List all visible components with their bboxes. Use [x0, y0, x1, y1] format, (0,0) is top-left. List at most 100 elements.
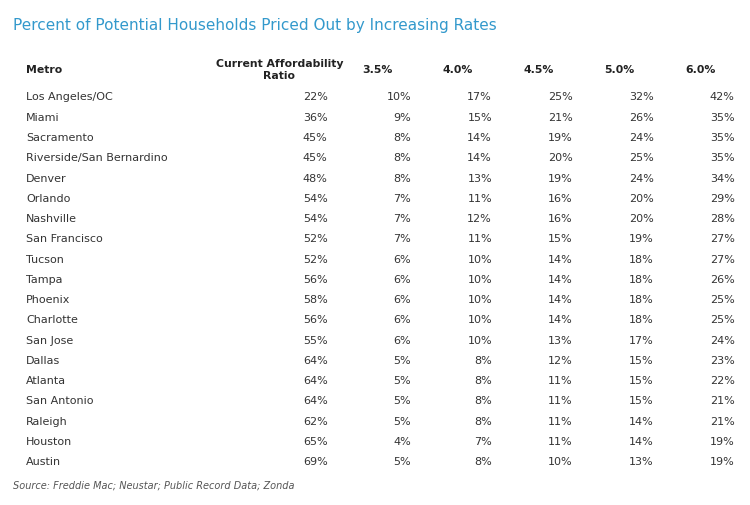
Text: 5%: 5%	[394, 376, 411, 386]
Text: 20%: 20%	[548, 153, 573, 163]
Text: 13%: 13%	[467, 174, 492, 183]
Text: 20%: 20%	[629, 214, 654, 224]
Text: 14%: 14%	[548, 295, 573, 305]
Text: San Antonio: San Antonio	[26, 396, 94, 407]
Text: Atlanta: Atlanta	[26, 376, 66, 386]
Text: Los Angeles/OC: Los Angeles/OC	[26, 92, 112, 103]
Text: 11%: 11%	[548, 417, 573, 427]
Text: 15%: 15%	[467, 113, 492, 123]
Text: 8%: 8%	[474, 417, 492, 427]
Text: Percent of Potential Households Priced Out by Increasing Rates: Percent of Potential Households Priced O…	[13, 18, 497, 33]
Text: 5%: 5%	[394, 396, 411, 407]
Text: 8%: 8%	[394, 153, 411, 163]
Text: 18%: 18%	[629, 295, 654, 305]
Text: 15%: 15%	[548, 234, 573, 244]
Text: 14%: 14%	[548, 275, 573, 285]
Text: 25%: 25%	[710, 315, 734, 325]
Text: 16%: 16%	[548, 214, 573, 224]
Text: 34%: 34%	[710, 174, 734, 183]
Text: Orlando: Orlando	[26, 194, 70, 204]
Text: 26%: 26%	[629, 113, 654, 123]
Text: 19%: 19%	[710, 437, 734, 447]
Text: 14%: 14%	[629, 417, 654, 427]
Text: 58%: 58%	[303, 295, 328, 305]
Text: 5%: 5%	[394, 417, 411, 427]
Text: 8%: 8%	[474, 356, 492, 366]
Text: 21%: 21%	[710, 417, 734, 427]
Text: 64%: 64%	[303, 376, 328, 386]
Text: 6%: 6%	[394, 255, 411, 265]
Text: 6.0%: 6.0%	[686, 65, 716, 75]
Text: 19%: 19%	[710, 457, 734, 467]
Text: Nashville: Nashville	[26, 214, 77, 224]
Text: 17%: 17%	[467, 92, 492, 103]
Text: 8%: 8%	[474, 376, 492, 386]
Text: 7%: 7%	[474, 437, 492, 447]
Text: Source: Freddie Mac; Neustar; Public Record Data; Zonda: Source: Freddie Mac; Neustar; Public Rec…	[13, 481, 295, 491]
Text: 8%: 8%	[394, 174, 411, 183]
Text: 7%: 7%	[394, 234, 411, 244]
Text: 18%: 18%	[629, 275, 654, 285]
Text: 11%: 11%	[548, 396, 573, 407]
Text: 69%: 69%	[303, 457, 328, 467]
Text: 11%: 11%	[467, 194, 492, 204]
Text: 14%: 14%	[467, 133, 492, 143]
Text: 15%: 15%	[629, 376, 654, 386]
Text: 11%: 11%	[548, 376, 573, 386]
Text: 12%: 12%	[467, 214, 492, 224]
Text: 10%: 10%	[467, 255, 492, 265]
Text: 32%: 32%	[629, 92, 654, 103]
Text: Charlotte: Charlotte	[26, 315, 78, 325]
Text: Miami: Miami	[26, 113, 60, 123]
Text: 28%: 28%	[710, 214, 734, 224]
Text: 14%: 14%	[629, 437, 654, 447]
Text: 8%: 8%	[394, 133, 411, 143]
Text: 22%: 22%	[710, 376, 734, 386]
Text: 25%: 25%	[548, 92, 573, 103]
Text: 24%: 24%	[710, 335, 734, 345]
Text: 36%: 36%	[303, 113, 328, 123]
Text: 10%: 10%	[548, 457, 573, 467]
Text: 7%: 7%	[394, 194, 411, 204]
Text: 21%: 21%	[710, 396, 734, 407]
Text: Current Affordability
Ratio: Current Affordability Ratio	[216, 60, 344, 81]
Text: Tampa: Tampa	[26, 275, 62, 285]
Text: 23%: 23%	[710, 356, 734, 366]
Text: 48%: 48%	[303, 174, 328, 183]
Text: 52%: 52%	[303, 255, 328, 265]
Text: 25%: 25%	[710, 295, 734, 305]
Text: 10%: 10%	[467, 335, 492, 345]
Text: 8%: 8%	[474, 396, 492, 407]
Text: Houston: Houston	[26, 437, 72, 447]
Text: 27%: 27%	[710, 255, 734, 265]
Text: 8%: 8%	[474, 457, 492, 467]
Text: 7%: 7%	[394, 214, 411, 224]
Text: 19%: 19%	[548, 174, 573, 183]
Text: 4.5%: 4.5%	[524, 65, 554, 75]
Text: 29%: 29%	[710, 194, 734, 204]
Text: Sacramento: Sacramento	[26, 133, 94, 143]
Text: Austin: Austin	[26, 457, 62, 467]
Text: 56%: 56%	[303, 315, 328, 325]
Text: 45%: 45%	[303, 133, 328, 143]
Text: 13%: 13%	[548, 335, 573, 345]
Text: 54%: 54%	[303, 214, 328, 224]
Text: 42%: 42%	[710, 92, 734, 103]
Text: 35%: 35%	[710, 153, 734, 163]
Text: 20%: 20%	[629, 194, 654, 204]
Text: 6%: 6%	[394, 315, 411, 325]
Text: 10%: 10%	[467, 295, 492, 305]
Text: 24%: 24%	[628, 133, 654, 143]
Text: 6%: 6%	[394, 335, 411, 345]
Text: 13%: 13%	[629, 457, 654, 467]
Text: 64%: 64%	[303, 396, 328, 407]
Text: Raleigh: Raleigh	[26, 417, 68, 427]
Text: 56%: 56%	[303, 275, 328, 285]
Text: 9%: 9%	[394, 113, 411, 123]
Text: 54%: 54%	[303, 194, 328, 204]
Text: 12%: 12%	[548, 356, 573, 366]
Text: 27%: 27%	[710, 234, 734, 244]
Text: 14%: 14%	[548, 255, 573, 265]
Text: 11%: 11%	[548, 437, 573, 447]
Text: 55%: 55%	[303, 335, 328, 345]
